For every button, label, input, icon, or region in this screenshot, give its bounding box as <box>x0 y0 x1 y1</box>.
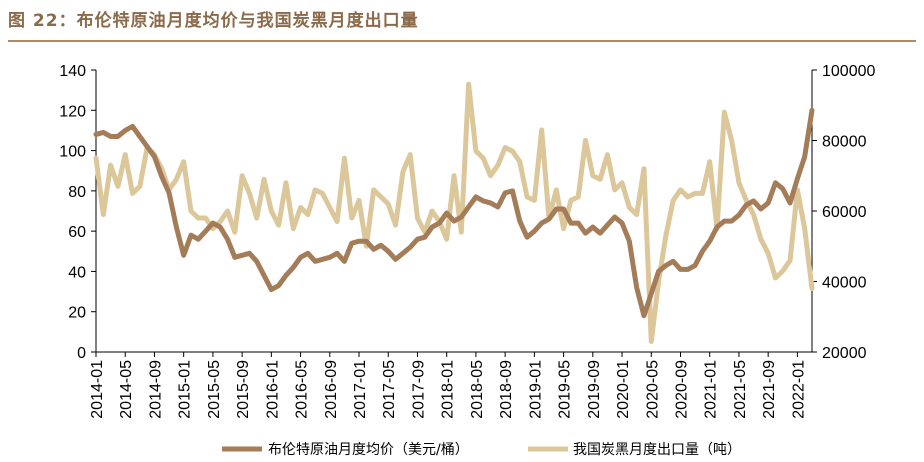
x-axis-tick-label: 2017-01 <box>352 360 369 419</box>
x-axis-tick-label: 2014-01 <box>89 360 106 419</box>
left-axis-tick-label: 20 <box>68 305 86 322</box>
right-axis-tick-label: 100000 <box>822 63 875 80</box>
left-y-axis: 0 20 40 60 80 100 120 140 <box>59 63 97 362</box>
x-axis-tick-label: 2017-09 <box>410 360 427 419</box>
x-axis-tick-label: 2018-05 <box>469 360 486 419</box>
x-axis-tick-label: 2022-01 <box>790 360 807 419</box>
right-axis-tick-label: 60000 <box>822 204 867 221</box>
x-axis-tick-label: 2014-09 <box>147 360 164 419</box>
series-line-brent-price <box>93 107 815 319</box>
figure-title-text: 布伦特原油月度均价与我国炭黑月度出口量 <box>76 11 419 31</box>
left-axis-tick-label: 80 <box>68 184 86 201</box>
legend: 布伦特原油月度均价（美元/桶） 我国炭黑月度出口量（吨） <box>222 442 741 458</box>
legend-label-brent: 布伦特原油月度均价（美元/桶） <box>268 442 469 458</box>
x-axis-tick-label: 2020-09 <box>673 360 690 419</box>
x-axis-tick-label: 2016-05 <box>294 360 311 419</box>
x-axis-tick-label: 2019-05 <box>557 360 574 419</box>
right-y-axis: 20000 40000 60000 80000 100000 <box>811 63 875 362</box>
x-axis-tick-label: 2019-01 <box>527 360 544 419</box>
left-axis-tick-label: 120 <box>59 103 86 120</box>
x-axis-tick-label: 2017-05 <box>381 360 398 419</box>
x-axis-tick-label: 2015-09 <box>235 360 252 419</box>
left-axis-tick-label: 40 <box>68 264 86 281</box>
x-axis-tick-label: 2019-09 <box>586 360 603 419</box>
x-axis-tick-label: 2020-01 <box>615 360 632 419</box>
x-axis-tick-label: 2014-05 <box>118 360 135 419</box>
right-axis-tick-label: 80000 <box>822 134 867 151</box>
legend-label-export: 我国炭黑月度出口量（吨） <box>573 442 741 458</box>
title-underline <box>8 40 916 42</box>
x-axis-tick-label: 2018-01 <box>440 360 457 419</box>
right-axis-tick-label: 40000 <box>822 275 867 292</box>
x-axis-tick-label: 2020-05 <box>644 360 661 419</box>
x-axis: 2014-01 2014-05 2014-09 2015-01 2015-05 2015-… <box>89 351 812 419</box>
figure-title: 图 22：布伦特原油月度均价与我国炭黑月度出口量 <box>8 6 419 31</box>
right-axis-tick-label: 20000 <box>822 345 867 362</box>
left-axis-tick-label: 100 <box>59 144 86 161</box>
figure-label: 图 22： <box>8 11 77 31</box>
x-axis-tick-label: 2018-09 <box>498 360 515 419</box>
plot-series <box>93 81 815 344</box>
x-axis-tick-label: 2021-01 <box>703 360 720 419</box>
x-axis-tick-label: 2015-01 <box>177 360 194 419</box>
left-axis-tick-label: 60 <box>68 224 86 241</box>
x-axis-tick-label: 2015-05 <box>206 360 223 419</box>
x-axis-tick-label: 2016-09 <box>323 360 340 419</box>
x-axis-tick-label: 2021-09 <box>761 360 778 419</box>
x-axis-tick-label: 2021-05 <box>732 360 749 419</box>
left-axis-tick-label: 140 <box>59 63 86 80</box>
series-line-carbon-black-export <box>93 81 815 344</box>
left-axis-tick-label: 0 <box>77 345 86 362</box>
x-axis-tick-label: 2016-01 <box>264 360 281 419</box>
